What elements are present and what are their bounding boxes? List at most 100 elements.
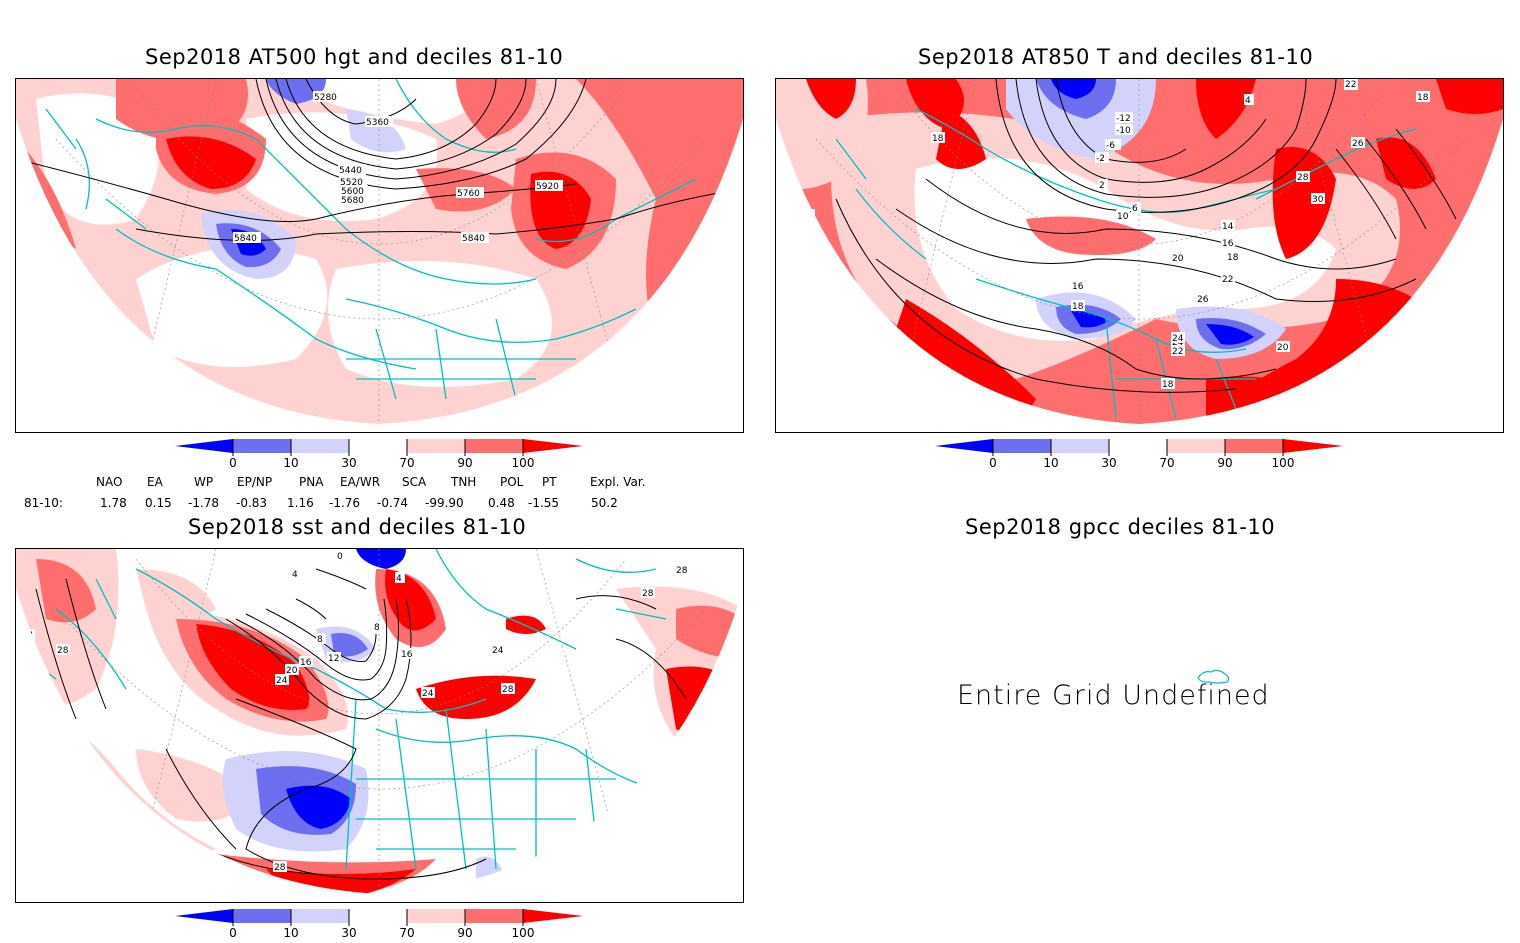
colorbar-swatch — [1167, 439, 1225, 453]
index-value: -1.78 — [188, 496, 220, 510]
colorbar-tick: 90 — [457, 456, 472, 469]
index-name: EA/WR — [340, 475, 381, 489]
colorbar-tick: 0 — [229, 456, 237, 469]
contour-label: 14 — [1222, 222, 1234, 232]
contour-label: 28 — [676, 566, 688, 576]
colorbar-swatch — [291, 439, 349, 453]
colorbar-swatch — [465, 439, 523, 453]
colorbar-swatch — [935, 439, 993, 453]
index-name: NAO — [96, 475, 123, 489]
index-value: 1.16 — [287, 496, 314, 510]
contour-label: -2 — [1096, 154, 1105, 164]
contour-label: -12 — [1116, 114, 1131, 124]
colorbar-1: 0 10 30 70 90 100 — [175, 439, 585, 470]
contour-label: 22 — [1172, 347, 1183, 357]
contour-label: 4 — [1245, 96, 1251, 106]
index-name: EA — [147, 475, 163, 489]
index-name: POL — [500, 475, 524, 489]
contour-label: 5760 — [457, 189, 480, 199]
contour-label: 12 — [328, 654, 339, 664]
contour-label: 16 — [300, 658, 312, 668]
index-value: 50.2 — [591, 496, 618, 510]
contour-label: 30 — [1312, 195, 1324, 205]
colorbar-tick: 10 — [283, 456, 298, 469]
panel4-title: Sep2018 gpcc deciles 81-10 — [965, 515, 1276, 539]
contour-label: 26 — [1197, 295, 1209, 305]
contour-label: 18 — [1162, 380, 1174, 390]
colorbar-swatch — [291, 909, 349, 923]
index-value: -0.83 — [236, 496, 268, 510]
colorbar-3: 0 10 30 70 90 100 — [175, 909, 585, 940]
contour-label: 24 — [276, 676, 288, 686]
index-value: -1.55 — [528, 496, 560, 510]
contour-label: 28 — [57, 646, 69, 656]
contour-label: -6 — [1106, 141, 1115, 151]
island-outline — [1197, 669, 1230, 684]
contour-label: 28 — [274, 863, 286, 873]
colorbar-tick: 100 — [1272, 456, 1295, 469]
colorbar-swatch — [349, 909, 407, 923]
contour-label: 28 — [1297, 173, 1309, 183]
index-name: PNA — [299, 475, 324, 489]
contour-label: 16 — [401, 650, 413, 660]
colorbar-2: 0 10 30 70 90 100 — [935, 439, 1345, 470]
colorbar-tick: 30 — [341, 926, 356, 939]
index-value: 0.15 — [145, 496, 172, 510]
contour-label: 5680 — [341, 196, 364, 206]
contour-label: 24 — [492, 646, 504, 656]
colorbar-swatch — [1225, 439, 1283, 453]
index-name: PT — [542, 475, 557, 489]
colorbar-swatch — [349, 439, 407, 453]
contour-label: -10 — [1116, 126, 1131, 136]
contour-label: 8 — [374, 623, 380, 633]
colorbar-tick: 100 — [512, 926, 535, 939]
map-panel-sst: 0 4 8 12 16 20 24 28 24 28 24 28 28 — [15, 548, 744, 903]
contour-label: 5840 — [234, 234, 257, 244]
contour-label: 5920 — [536, 182, 559, 192]
index-value: 1.78 — [100, 496, 127, 510]
colorbar-tick: 90 — [457, 926, 472, 939]
contour-label: 16 — [1072, 282, 1084, 292]
contour-label: 6 — [1132, 204, 1138, 214]
colorbar-swatch — [1051, 439, 1109, 453]
colorbar-tick: 70 — [399, 456, 414, 469]
index-value: -0.74 — [377, 496, 409, 510]
colorbar-tick: 100 — [512, 456, 535, 469]
map-panel-at500: 5280 5360 5440 5520 5600 5680 5760 5920 … — [15, 78, 744, 433]
contour-label: 24 — [1172, 334, 1184, 344]
colorbar-swatch — [407, 909, 465, 923]
contour-label: 28 — [642, 589, 654, 599]
colorbar-tick: 70 — [399, 926, 414, 939]
index-value: -1.76 — [329, 496, 361, 510]
undefined-grid-message: Entire Grid Undefined — [957, 680, 1270, 711]
contour-label: 5600 — [341, 187, 364, 197]
map-panel-gpcc: Entire Grid Undefined — [775, 548, 1502, 901]
contour-label: 28 — [502, 685, 514, 695]
contour-label: 0 — [337, 552, 343, 562]
contour-label: 20 — [286, 666, 298, 676]
colorbar-swatch — [233, 439, 291, 453]
colorbar-swatch — [523, 909, 583, 923]
contour-label: 5360 — [366, 118, 389, 128]
contour-label: 18 — [1227, 253, 1239, 263]
colorbar-tick: 30 — [1101, 456, 1116, 469]
panel1-title: Sep2018 AT500 hgt and deciles 81-10 — [145, 45, 564, 69]
colorbar-tick: 10 — [1043, 456, 1058, 469]
colorbar-swatch — [1283, 439, 1343, 453]
contour-label: 8 — [317, 635, 323, 645]
index-name: SCA — [402, 475, 427, 489]
index-value: -99.90 — [425, 496, 464, 510]
index-name: WP — [194, 475, 214, 489]
colorbar-tick: 0 — [989, 456, 997, 469]
contour-label: 18 — [1417, 93, 1429, 103]
index-name: TNH — [451, 475, 477, 489]
index-row-label: 81-10: — [24, 496, 63, 510]
colorbar-swatch — [465, 909, 523, 923]
contour-label: 4 — [292, 570, 298, 580]
contour-label: 5440 — [339, 166, 362, 176]
contour-label: 5520 — [340, 178, 363, 188]
panel3-title: Sep2018 sst and deciles 81-10 — [188, 515, 527, 539]
contour-label: 26 — [1352, 139, 1364, 149]
contour-label: 16 — [1222, 239, 1234, 249]
contour-label: 22 — [1345, 80, 1356, 90]
